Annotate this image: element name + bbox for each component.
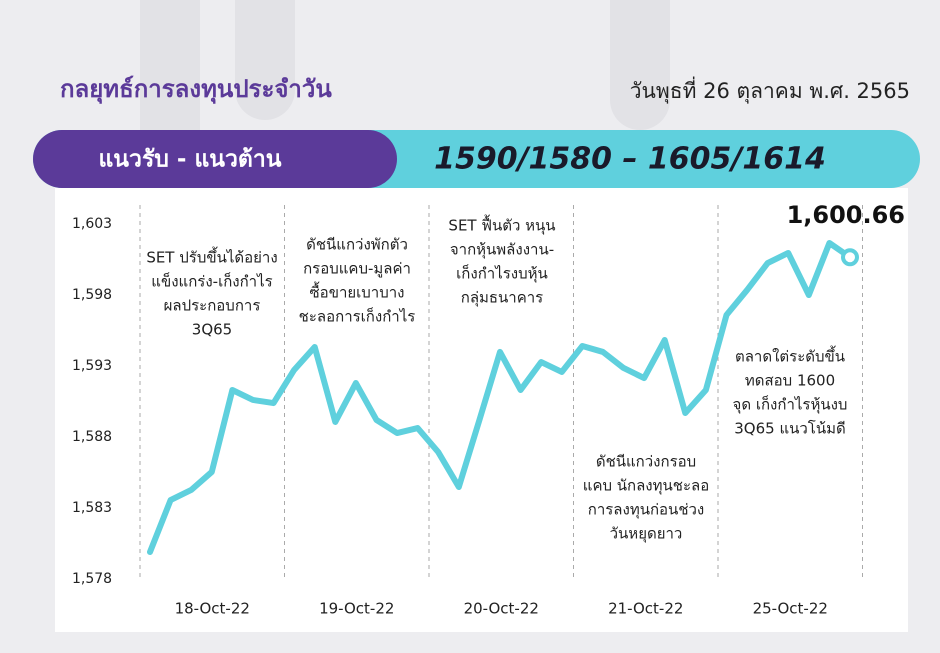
x-tick-label: 20-Oct-22 — [464, 600, 539, 618]
banner-label: แนวรับ - แนวต้าน — [98, 147, 281, 173]
banner-left — [33, 130, 397, 188]
annotation: SET ปรับขึ้นได้อย่าง — [146, 247, 277, 267]
annotation: แคบ นักลงทุนชะลอ — [583, 477, 709, 496]
annotation: 3Q65 — [192, 321, 232, 339]
annotation: ชะลอการเก็งกำไร — [299, 307, 416, 326]
x-tick-label: 25-Oct-22 — [753, 600, 828, 618]
y-tick-label: 1,588 — [72, 429, 112, 445]
annotation: ตลาดใต่ระดับขึ้น — [735, 346, 845, 366]
x-tick-label: 21-Oct-22 — [608, 600, 683, 618]
highlight-point — [841, 248, 859, 267]
x-tick-label: 19-Oct-22 — [319, 600, 394, 618]
value-label: 1,600.66 — [787, 201, 905, 229]
annotation: ทดสอบ 1600 — [745, 372, 835, 390]
y-tick-label: 1,578 — [72, 571, 112, 587]
x-tick-label: 18-Oct-22 — [175, 600, 250, 618]
decor — [235, 0, 295, 120]
annotation: กรอบแคบ-มูลค่า — [303, 260, 411, 278]
annotation: การลงทุนก่อนช่วง — [588, 501, 705, 520]
annotation: วันหยุดยาว — [610, 525, 683, 544]
y-tick-label: 1,583 — [72, 500, 112, 516]
annotation: ดัชนีแกว่งพักตัว — [306, 236, 408, 254]
date: วันพุธที่ 26 ตุลาคม พ.ศ. 2565 — [630, 76, 910, 104]
annotation: 3Q65 แนวโน้มดี — [734, 420, 846, 438]
annotation: จุด เก็งกำไรหุ้นงบ — [733, 395, 848, 415]
decor — [610, 0, 670, 130]
annotation: เก็งกำไรงบหุ้น — [456, 264, 548, 284]
banner-levels: 1590/1580 – 1605/1614 — [434, 142, 826, 177]
annotation: แข็งแกร่ง-เก็งกำไร — [151, 272, 272, 291]
title: กลยุทธ์การลงทุนประจำวัน — [60, 75, 332, 105]
y-tick-label: 1,598 — [72, 287, 112, 303]
y-tick-label: 1,603 — [72, 216, 112, 232]
annotation: กลุ่มธนาคาร — [461, 289, 544, 308]
y-tick-label: 1,593 — [72, 358, 112, 374]
annotation: ดัชนีแกว่งกรอบ — [596, 453, 696, 471]
data-line — [147, 240, 853, 556]
annotation: ผลประกอบการ — [164, 297, 261, 315]
annotation: ซื้อขายเบาบาง — [310, 282, 405, 302]
annotation: SET ฟื้นตัว หนุน — [448, 215, 555, 236]
annotation: จากหุ้นพลังงาน- — [450, 241, 554, 260]
